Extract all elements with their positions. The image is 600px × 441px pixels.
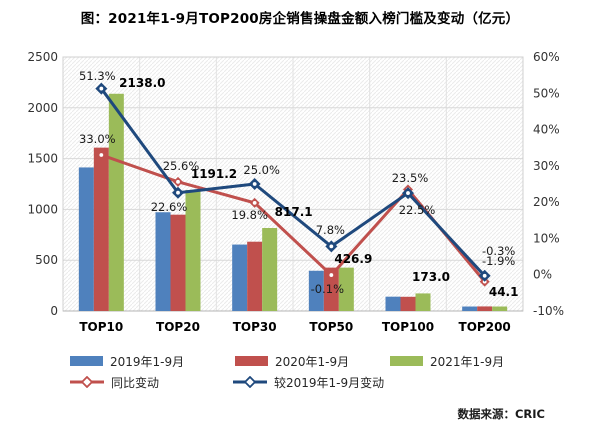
line-pct-label: 7.8% xyxy=(316,223,345,237)
bar-2019年1-9月-TOP30 xyxy=(232,244,248,311)
left-axis-tick: 1500 xyxy=(27,152,58,166)
legend-swatch-icon xyxy=(235,356,268,366)
line-pct-label: -0.1% xyxy=(311,282,344,296)
left-axis-tick: 2000 xyxy=(27,101,58,115)
line-pct-label: 33.0% xyxy=(79,132,116,146)
legend-item-较2019年1-9月变动: 较2019年1-9月变动 xyxy=(233,375,385,390)
bar-2021年1-9月-TOP100 xyxy=(415,293,431,311)
legend-swatch-icon xyxy=(390,356,423,366)
bar-2020年1-9月-TOP20 xyxy=(170,214,186,311)
category-label: TOP200 xyxy=(459,320,511,334)
line-marker-center xyxy=(329,244,334,249)
legend-label: 2020年1-9月 xyxy=(275,354,350,369)
bar-value-label: 173.0 xyxy=(412,270,450,284)
bar-2020年1-9月-TOP10 xyxy=(93,147,109,311)
bar-2020年1-9月-TOP100 xyxy=(400,296,416,311)
right-axis-tick: 40% xyxy=(533,123,560,137)
legend-line-icon xyxy=(233,376,267,388)
line-pct-label: 19.8% xyxy=(231,208,268,222)
bar-2021年1-9月-TOP20 xyxy=(185,189,201,311)
bar-value-label: 2138.0 xyxy=(119,76,165,90)
line-pct-label: 22.6% xyxy=(151,200,188,214)
bar-2019年1-9月-TOP100 xyxy=(385,296,401,311)
line-marker-center xyxy=(176,179,180,184)
line-pct-label: 25.0% xyxy=(243,163,280,177)
line-pct-label: 22.5% xyxy=(399,203,436,217)
bar-2020年1-9月-TOP50 xyxy=(323,267,339,311)
legend-label: 2019年1-9月 xyxy=(110,354,185,369)
line-marker-center xyxy=(99,153,104,157)
source-label: 数据来源：CRIC xyxy=(457,407,545,421)
line-marker-center xyxy=(99,86,104,91)
right-axis-tick: 30% xyxy=(533,159,560,173)
bar-2021年1-9月-TOP30 xyxy=(262,227,278,311)
right-axis-tick: 60% xyxy=(533,50,560,64)
bar-value-label: 817.1 xyxy=(275,205,313,219)
bar-2020年1-9月-TOP200 xyxy=(477,306,493,311)
legend-item-2019年1-9月: 2019年1-9月 xyxy=(70,354,185,369)
category-label: TOP20 xyxy=(156,320,200,334)
line-marker-center xyxy=(482,273,487,278)
line-marker-center xyxy=(252,182,257,186)
bar-value-label: 1191.2 xyxy=(191,167,237,181)
legend-item-2020年1-9月: 2020年1-9月 xyxy=(235,354,350,369)
legend-label: 较2019年1-9月变动 xyxy=(274,375,385,390)
bar-2021年1-9月-TOP50 xyxy=(338,267,354,311)
legend-label: 2021年1-9月 xyxy=(430,354,505,369)
category-label: TOP30 xyxy=(233,320,277,334)
category-label: TOP100 xyxy=(382,320,434,334)
bar-value-label: 44.1 xyxy=(489,285,519,299)
left-axis-tick: 500 xyxy=(35,253,58,267)
line-marker-center xyxy=(252,200,257,205)
bar-2020年1-9月-TOP30 xyxy=(247,241,263,311)
bar-value-label: 426.9 xyxy=(334,252,372,266)
right-axis-tick: -10% xyxy=(533,304,564,318)
bar-2019年1-9月-TOP10 xyxy=(78,167,94,311)
line-较2019年1-9月变动 xyxy=(100,87,486,277)
left-axis-tick: 0 xyxy=(50,304,58,318)
line-pct-label: -1.9% xyxy=(482,254,515,268)
right-axis-tick: 10% xyxy=(533,231,560,245)
line-marker-center xyxy=(406,191,410,195)
line-pct-label: 25.6% xyxy=(163,159,200,173)
category-label: TOP50 xyxy=(309,320,353,334)
left-axis-tick: 2500 xyxy=(27,50,58,64)
chart-title: 图：2021年1-9月TOP200房企销售操盘金额入榜门槛及变动（亿元） xyxy=(80,11,520,27)
right-axis-tick: 0% xyxy=(533,268,552,282)
bar-2019年1-9月-TOP20 xyxy=(155,212,171,311)
right-axis-tick: 20% xyxy=(533,195,560,209)
line-pct-label: -0.3% xyxy=(482,244,515,258)
left-axis-tick: 1000 xyxy=(27,202,58,216)
line-marker-center xyxy=(176,190,180,195)
legend-swatch-icon xyxy=(70,356,103,366)
legend: 2019年1-9月 2020年1-9月 2021年1-9月同比变动 较2019年1-9… xyxy=(0,350,600,394)
legend-line-icon xyxy=(70,376,104,388)
line-pct-label: 51.3% xyxy=(79,69,116,83)
legend-item-同比变动: 同比变动 xyxy=(70,375,160,390)
legend-item-2021年1-9月: 2021年1-9月 xyxy=(390,354,505,369)
right-axis-tick: 50% xyxy=(533,86,560,100)
legend-label: 同比变动 xyxy=(111,375,160,390)
line-pct-label: 23.5% xyxy=(392,171,429,185)
chart-svg: 2138.0 1191.2 817.1 426.9 173.0 44.1 33.0% 25.6… xyxy=(27,50,564,334)
bar-2021年1-9月-TOP200 xyxy=(492,306,508,311)
category-label: TOP10 xyxy=(79,320,123,334)
bar-2021年1-9月-TOP10 xyxy=(108,93,124,311)
line-marker-center xyxy=(329,273,334,277)
bar-2019年1-9月-TOP50 xyxy=(308,270,324,311)
bar-2019年1-9月-TOP200 xyxy=(462,306,478,311)
